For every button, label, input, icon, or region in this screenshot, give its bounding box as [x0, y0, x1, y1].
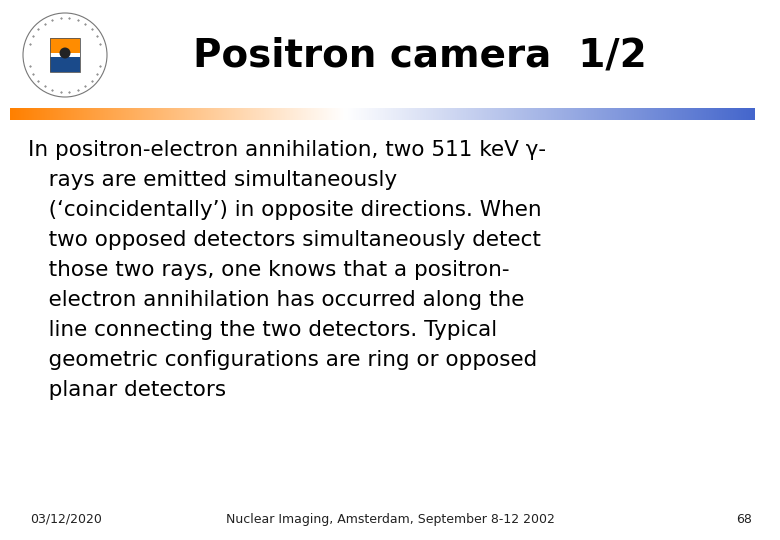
Circle shape	[23, 13, 107, 97]
Text: those two rays, one knows that a positron-: those two rays, one knows that a positro…	[28, 260, 509, 280]
Bar	[50, 38, 80, 53]
Text: (‘coincidentally’) in opposite directions. When: (‘coincidentally’) in opposite direction…	[28, 200, 541, 220]
Text: two opposed detectors simultaneously detect: two opposed detectors simultaneously det…	[28, 230, 541, 250]
Text: rays are emitted simultaneously: rays are emitted simultaneously	[28, 170, 397, 190]
Text: Nuclear Imaging, Amsterdam, September 8-12 2002: Nuclear Imaging, Amsterdam, September 8-…	[225, 513, 555, 526]
Text: 68: 68	[736, 513, 752, 526]
Bar	[50, 38, 80, 72]
Circle shape	[59, 48, 70, 58]
Text: Positron camera  1/2: Positron camera 1/2	[193, 36, 647, 74]
Bar	[50, 57, 80, 72]
Bar	[50, 52, 80, 57]
Text: line connecting the two detectors. Typical: line connecting the two detectors. Typic…	[28, 320, 497, 340]
Text: 03/12/2020: 03/12/2020	[30, 513, 102, 526]
Text: geometric configurations are ring or opposed: geometric configurations are ring or opp…	[28, 350, 537, 370]
Text: planar detectors: planar detectors	[28, 380, 226, 400]
Text: In positron-electron annihilation, two 511 keV γ-: In positron-electron annihilation, two 5…	[28, 140, 546, 160]
Text: electron annihilation has occurred along the: electron annihilation has occurred along…	[28, 290, 524, 310]
